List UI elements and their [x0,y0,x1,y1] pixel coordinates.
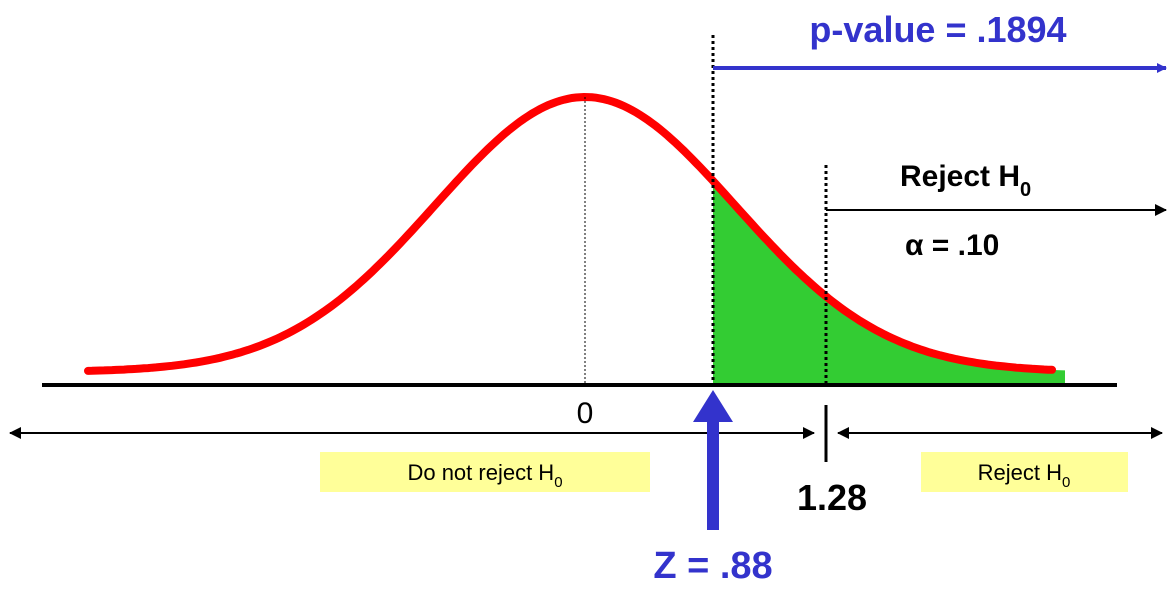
mean-label: 0 [577,397,594,430]
do-not-reject-label: Do not reject H0 [407,460,562,491]
reject-box [921,452,1128,492]
reject-box-label: Reject H0 [978,460,1071,491]
z-arrow-head [693,390,733,422]
z-label: Z = .88 [653,545,772,587]
reject-subscript: 0 [1020,179,1031,201]
reject-label: Reject H0 [900,160,1031,201]
do-not-reject-subscript: 0 [554,474,562,491]
normal-curve [84,92,1056,375]
reject-text: Reject H [900,160,1020,193]
critical-label: 1.28 [797,477,867,518]
reject-box-text: Reject H [978,460,1062,485]
do-not-reject-text: Do not reject H [407,460,554,485]
p-value-label: p-value = .1894 [809,9,1066,50]
p-value-area [713,180,1065,385]
do-not-reject-box [320,452,650,492]
reject-box-subscript: 0 [1062,474,1070,491]
alpha-label: α = .10 [905,229,999,262]
